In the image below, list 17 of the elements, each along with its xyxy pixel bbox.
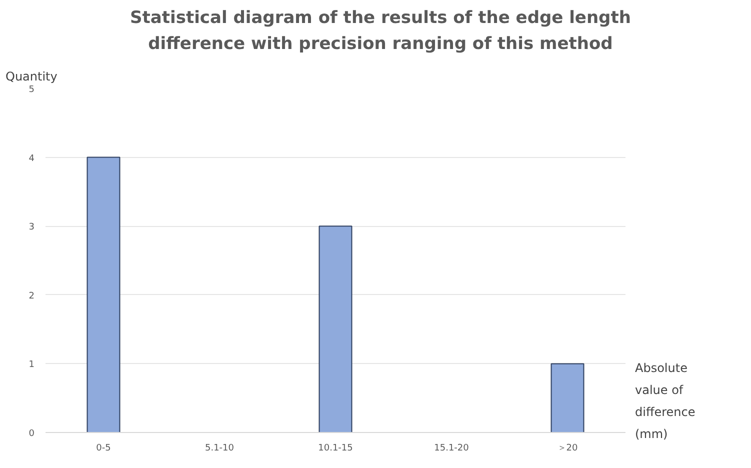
bar [318,226,352,432]
y-tick-label: 4 [28,154,35,164]
x-axis-title: Absolute value of difference (mm) [635,360,696,443]
y-tick-label: 1 [28,360,35,370]
y-tick-label: 3 [28,222,35,233]
y-tick-label: 2 [28,291,35,302]
x-tick-label: 0-5 [96,444,111,454]
x-tick-label: ＞20 [557,444,578,454]
x-tick-label: 10.1-15 [318,444,353,454]
bar [550,363,584,432]
x-tick-label: 15.1-20 [434,444,470,454]
y-axis-title: Quantity [6,70,58,84]
chart-title: Statistical diagram of the results of the edge length difference with precision ranging of this method [130,7,631,56]
y-tick-label: 5 [28,85,35,95]
y-tick-label: 0 [28,429,35,439]
bar [86,156,120,432]
x-tick-label: 5.1-10 [204,444,234,454]
